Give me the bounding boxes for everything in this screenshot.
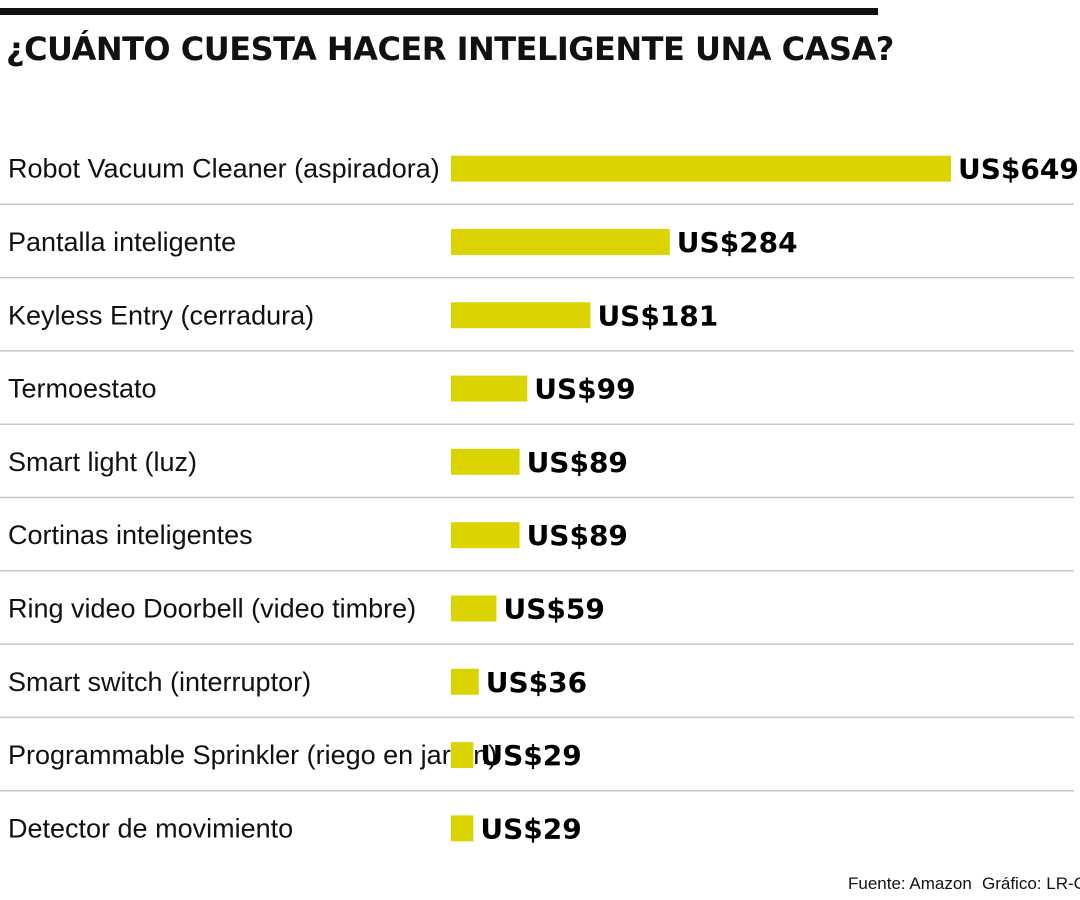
bar [451, 302, 591, 329]
category-label: Termoestato [8, 374, 157, 404]
category-label: Detector de movimiento [8, 813, 293, 843]
category-label: Cortinas inteligentes [8, 520, 253, 550]
category-label: Smart switch (interruptor) [8, 667, 311, 697]
bar [451, 448, 520, 475]
category-label: Keyless Entry (cerradura) [8, 300, 314, 330]
value-label: US$649 [958, 153, 1079, 186]
top-rule [0, 8, 878, 15]
value-label: US$99 [534, 373, 635, 406]
value-label: US$29 [480, 812, 581, 845]
value-label: US$89 [527, 519, 628, 552]
credit-note: Gráfico: LR-GR [982, 874, 1080, 893]
bar [451, 375, 528, 402]
bar [451, 595, 497, 622]
chart-title: ¿CUÁNTO CUESTA HACER INTELIGENTE UNA CAS… [6, 30, 894, 68]
category-label: Robot Vacuum Cleaner (aspiradora) [8, 154, 440, 184]
value-label: US$89 [527, 446, 628, 479]
category-label: Ring video Doorbell (video timbre) [8, 593, 416, 623]
bar [451, 228, 670, 255]
bar [451, 742, 474, 769]
bar [451, 155, 951, 182]
source-note: Fuente: Amazon [848, 874, 972, 893]
value-label: US$284 [677, 226, 798, 259]
value-label: US$59 [503, 592, 604, 625]
value-label: US$181 [597, 299, 718, 332]
value-label: US$36 [486, 666, 587, 699]
value-label: US$29 [480, 739, 581, 772]
bar [451, 668, 479, 695]
bar [451, 522, 520, 549]
category-label: Pantalla inteligente [8, 227, 236, 257]
category-label: Smart light (luz) [8, 447, 197, 477]
category-label: Programmable Sprinkler (riego en jardín) [8, 740, 497, 770]
bar [451, 815, 474, 842]
